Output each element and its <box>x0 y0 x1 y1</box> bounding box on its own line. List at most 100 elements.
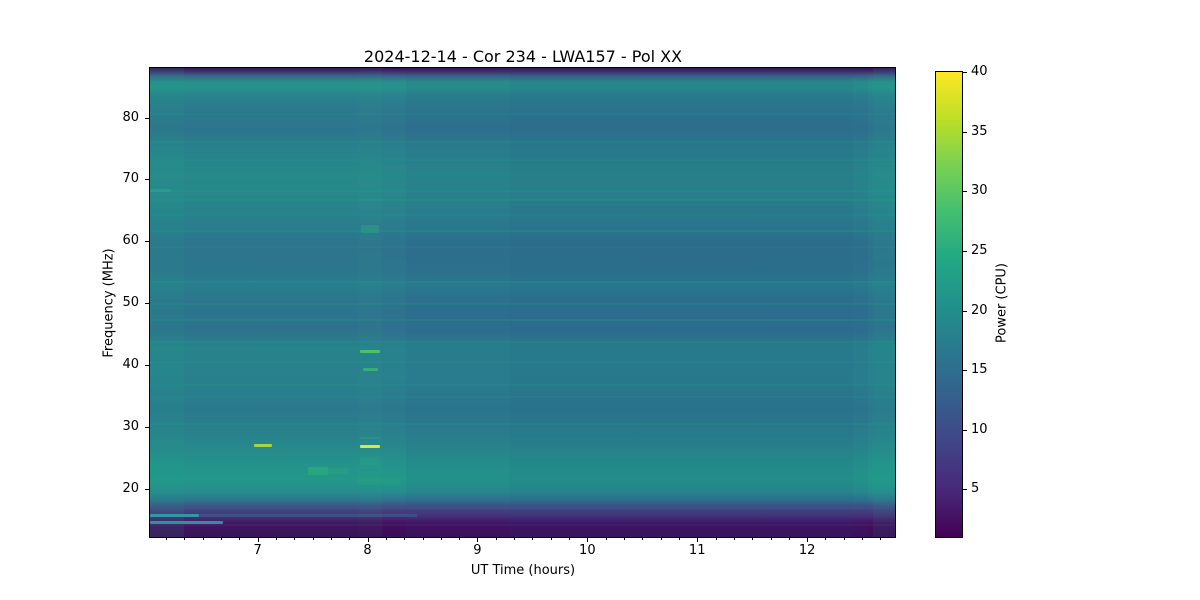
feature-burst-39mhz-t8 <box>362 368 379 372</box>
x-minor-tick <box>752 538 754 540</box>
y-tick-label: 80 <box>122 109 139 125</box>
column-tint <box>150 68 185 537</box>
x-minor-tick <box>550 538 552 540</box>
x-minor-tick <box>202 538 204 540</box>
feature-dash-68mhz-t6 <box>150 188 171 192</box>
y-tick-label: 30 <box>122 418 139 434</box>
colorbar-tick-label: 40 <box>971 64 988 79</box>
feature-patch-23mhz-b <box>328 468 348 474</box>
x-minor-tick <box>880 538 882 540</box>
feature-tint-25mhz-t8 <box>359 456 381 466</box>
plot-title: 2024-12-14 - Cor 234 - LWA157 - Pol XX <box>363 47 683 66</box>
x-minor-tick <box>459 538 461 540</box>
x-minor-tick <box>294 538 296 540</box>
feature-burst-27mhz-t8 <box>359 444 381 448</box>
feature-band-21mhz <box>356 478 401 485</box>
x-tick <box>257 538 259 542</box>
feature-line-14mhz-wide <box>150 524 895 527</box>
background-stripe <box>150 199 895 202</box>
background-stripe <box>150 360 895 363</box>
x-tick-label: 11 <box>688 543 706 558</box>
y-tick <box>145 241 149 243</box>
x-minor-tick <box>770 538 772 540</box>
column-tint <box>150 68 359 537</box>
x-minor-tick <box>678 538 680 540</box>
y-tick-label: 50 <box>122 295 139 311</box>
x-minor-tick <box>569 538 570 540</box>
colorbar-tick <box>963 429 967 431</box>
x-minor-tick <box>404 538 406 540</box>
background-stripe <box>150 214 895 217</box>
feature-burst-62mhz-t8 <box>361 225 379 233</box>
colorbar-tick-label: 5 <box>971 481 980 497</box>
feature-line-17mhz-wide <box>150 506 895 510</box>
x-tick <box>477 538 479 542</box>
colorbar-tick <box>963 131 967 133</box>
x-minor-tick <box>239 538 241 540</box>
colorbar-tick-label: 15 <box>971 362 988 378</box>
feature-burst-42mhz-t8 <box>359 349 381 354</box>
column-tint <box>358 68 382 537</box>
y-tick <box>145 303 149 305</box>
background-stripe <box>150 319 895 322</box>
column-tint <box>406 68 868 537</box>
background-stripe <box>150 229 895 232</box>
x-tick-label: 8 <box>363 543 372 558</box>
y-tick <box>145 488 149 490</box>
column-tint <box>873 68 895 537</box>
background-stripe <box>150 281 895 284</box>
colorbar-tick <box>963 250 967 252</box>
colorbar-tick <box>963 310 967 312</box>
colorbar-tick-label: 10 <box>971 421 988 437</box>
background-stripe <box>150 141 895 144</box>
background-stripe <box>150 302 895 305</box>
feature-streak-16mhz-ext <box>199 514 417 517</box>
colorbar-tick-label: 25 <box>971 242 988 258</box>
background-stripe <box>150 423 895 426</box>
x-minor-tick <box>825 538 827 540</box>
y-tick-label: 70 <box>122 171 139 187</box>
x-minor-tick <box>349 538 351 540</box>
feature-burst-27mhz-t7 <box>253 444 273 448</box>
colorbar-tick <box>963 370 967 372</box>
x-minor-tick <box>330 538 332 540</box>
background-stripe <box>150 189 895 192</box>
colorbar-tick-label: 30 <box>971 183 988 199</box>
y-tick-label: 20 <box>122 480 139 496</box>
x-tick-label: 7 <box>253 543 262 558</box>
x-minor-tick <box>312 538 314 540</box>
background-stripe <box>150 158 895 161</box>
x-minor-tick <box>660 538 662 540</box>
x-minor-tick <box>385 538 387 540</box>
y-tick <box>145 426 149 428</box>
heatmap-plot <box>149 67 896 538</box>
background-stripe <box>150 113 895 116</box>
x-minor-tick <box>642 538 644 540</box>
x-tick-label: 9 <box>473 543 482 558</box>
x-minor-tick <box>843 538 845 540</box>
x-minor-tick <box>184 538 186 540</box>
x-minor-tick <box>221 538 223 540</box>
x-minor-tick <box>495 538 497 540</box>
x-minor-tick <box>862 538 863 540</box>
column-tint <box>510 68 854 537</box>
colorbar-tick <box>963 72 967 73</box>
colorbar-tick <box>963 191 967 193</box>
x-minor-tick <box>276 538 277 540</box>
x-minor-tick <box>440 538 442 540</box>
background-stripe <box>150 341 895 344</box>
x-tick <box>697 538 699 542</box>
background-stripe <box>150 395 895 398</box>
x-minor-tick <box>514 538 516 540</box>
colorbar-gradient <box>936 72 962 537</box>
y-tick <box>145 179 149 181</box>
colorbar <box>935 71 963 538</box>
x-minor-tick <box>733 538 735 540</box>
x-minor-tick <box>422 538 424 540</box>
x-minor-tick <box>166 538 168 540</box>
colorbar-tick <box>963 489 967 491</box>
x-minor-tick <box>532 538 534 540</box>
feature-patch-23mhz-a <box>308 467 328 476</box>
x-tick <box>587 538 589 542</box>
